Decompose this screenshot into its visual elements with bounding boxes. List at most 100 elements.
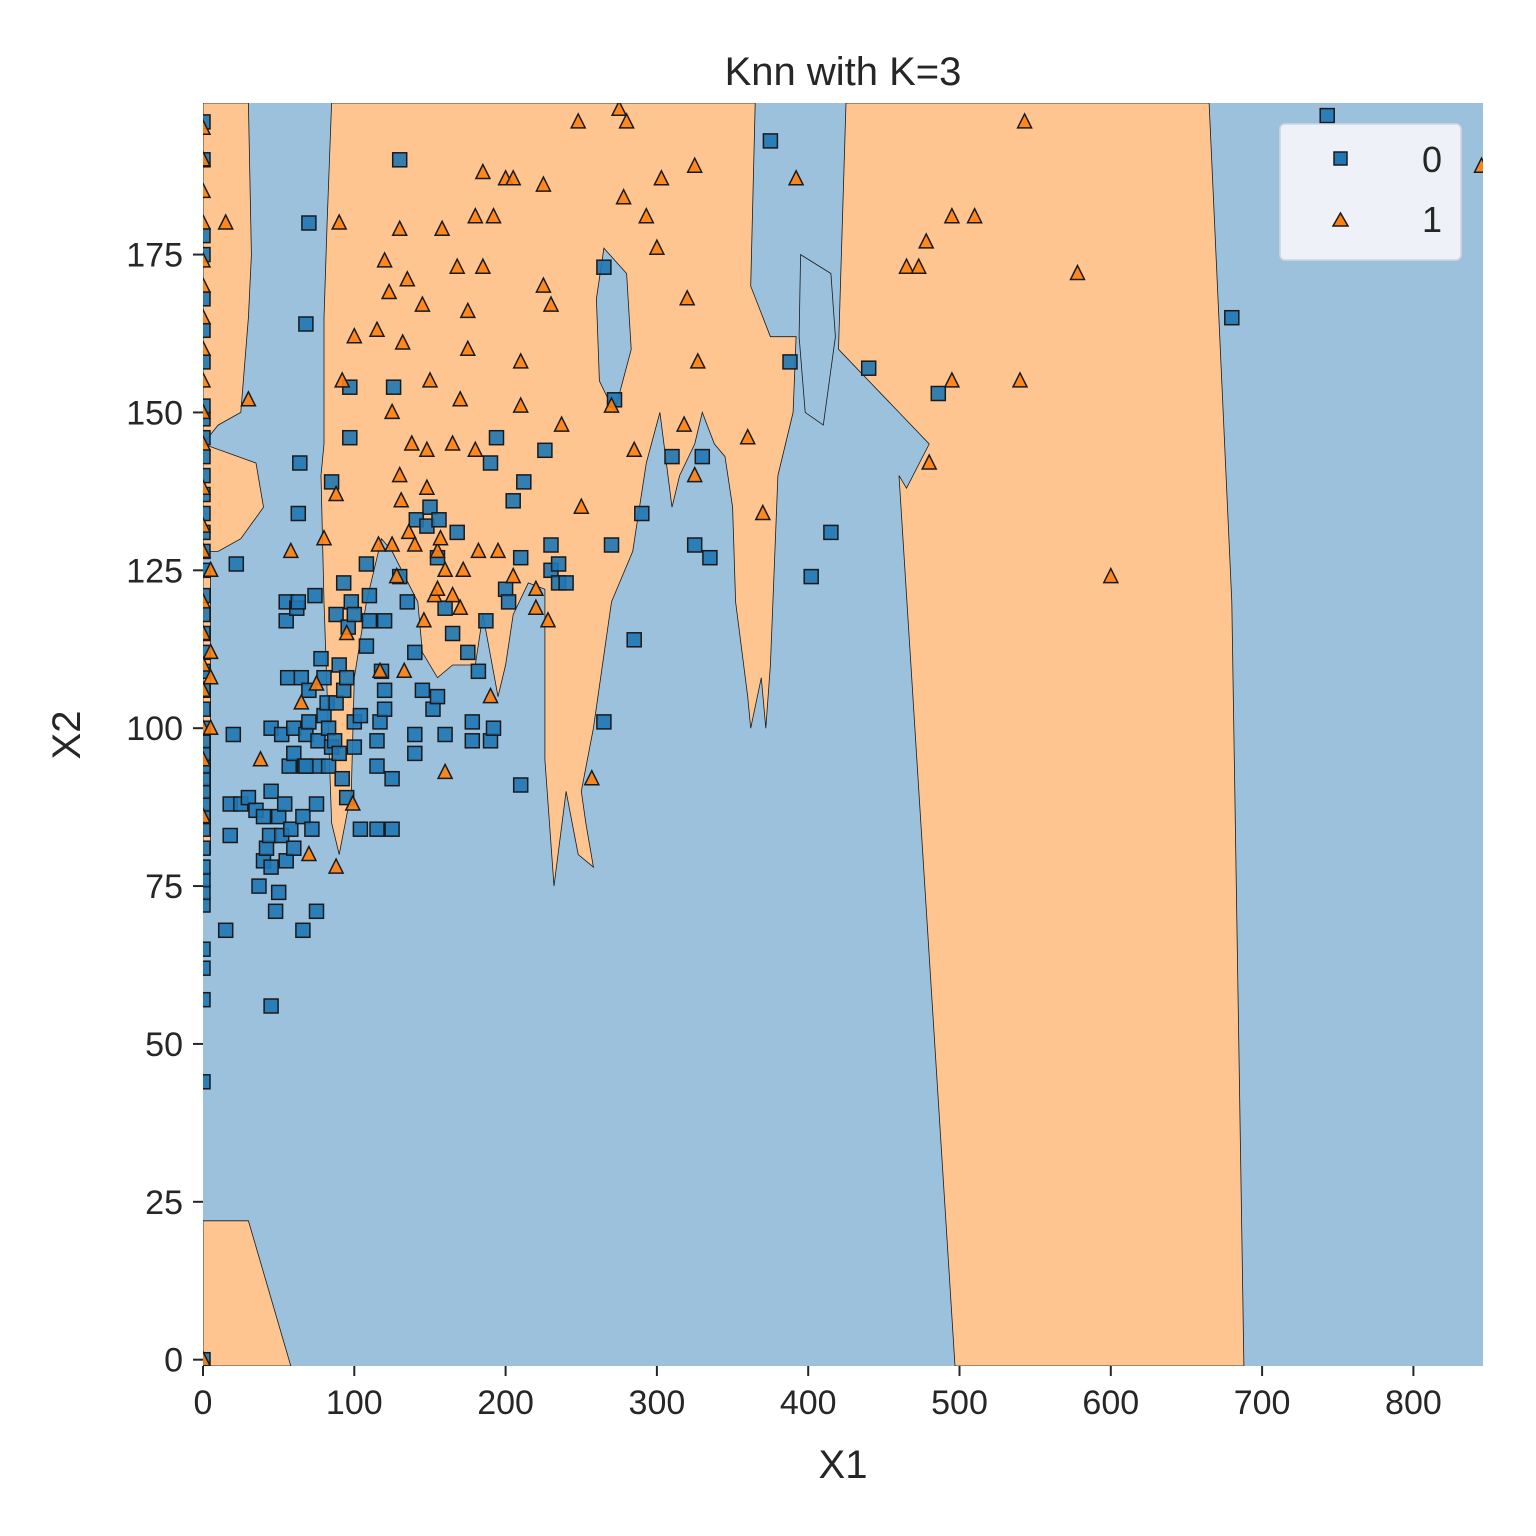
point-class-0-5 (203, 897, 211, 913)
point-class-1-32 (308, 674, 325, 691)
point-class-1-35 (327, 484, 345, 502)
point-class-1-120 (920, 453, 938, 470)
point-class-0-66 (278, 613, 294, 629)
point-class-1-70 (444, 434, 461, 451)
point-class-1-127 (1102, 566, 1120, 584)
point-class-0-181 (694, 448, 711, 465)
point-class-1-104 (618, 112, 635, 129)
point-class-1-50 (391, 465, 408, 483)
x-tick-label-500: 500 (931, 1384, 988, 1422)
point-class-1-22 (203, 560, 219, 578)
point-class-1-53 (395, 661, 413, 679)
point-class-0-37 (203, 322, 211, 339)
point-class-0-68 (279, 669, 296, 686)
point-class-0-187 (860, 360, 877, 376)
point-class-1-38 (338, 623, 355, 641)
point-class-0-180 (686, 537, 703, 553)
point-class-1-10 (203, 478, 212, 495)
point-class-1-117 (898, 257, 915, 274)
point-class-0-87 (307, 587, 323, 604)
point-class-0-154 (464, 714, 481, 730)
point-class-1-11 (203, 434, 212, 451)
x-tick-label-300: 300 (629, 1384, 686, 1422)
point-class-0-36 (203, 354, 211, 370)
point-class-1-82 (474, 257, 492, 274)
point-class-0-9 (203, 840, 211, 856)
point-class-0-35 (203, 398, 211, 414)
point-class-0-7 (203, 871, 211, 888)
point-class-1-106 (638, 207, 655, 224)
point-class-0-119 (358, 638, 375, 654)
point-class-0-170 (550, 556, 567, 572)
point-class-0-172 (558, 575, 574, 591)
point-class-1-8 (203, 541, 212, 559)
point-class-0-151 (449, 524, 465, 541)
decision-region-class-1-1 (838, 103, 1245, 1366)
point-class-1-97 (553, 415, 570, 432)
point-class-1-0 (203, 1350, 211, 1366)
point-class-0-64 (276, 796, 293, 812)
point-class-1-61 (418, 440, 436, 458)
point-class-1-52 (394, 333, 411, 350)
x-tick-label-600: 600 (1082, 1384, 1139, 1422)
point-class-0-126 (372, 714, 388, 730)
x-tick-label-800: 800 (1385, 1384, 1442, 1422)
point-class-0-179 (664, 448, 680, 465)
point-class-1-13 (203, 371, 212, 388)
point-class-1-36 (330, 213, 348, 230)
y-tick-label-150: 150 (126, 394, 183, 432)
x-axis: 0 100 200 300 400 500 600 700 800 (194, 1366, 1442, 1422)
point-class-0-51 (251, 878, 267, 894)
point-class-0-19 (203, 701, 211, 717)
point-class-0-143 (422, 499, 438, 515)
point-class-1-59 (415, 611, 433, 628)
point-class-1-83 (482, 686, 499, 704)
point-class-1-44 (376, 251, 393, 268)
point-class-0-123 (369, 821, 385, 837)
point-class-0-185 (803, 568, 819, 585)
point-class-1-55 (400, 522, 418, 540)
point-class-0-111 (342, 429, 358, 446)
point-class-1-28 (252, 750, 269, 767)
point-class-1-75 (454, 560, 472, 578)
point-class-1-118 (910, 257, 927, 274)
point-class-1-90 (512, 396, 529, 413)
point-class-0-33 (203, 429, 211, 446)
point-class-1-33 (315, 529, 333, 546)
point-class-0-60 (270, 884, 287, 901)
point-class-0-38 (203, 291, 211, 307)
decision-regions (203, 103, 1245, 1366)
point-class-0-39 (203, 246, 211, 263)
point-class-1-66 (432, 529, 449, 546)
point-class-0-158 (482, 455, 499, 471)
point-class-0-12 (203, 796, 211, 812)
point-class-0-122 (361, 587, 378, 604)
point-class-0-118 (352, 821, 369, 837)
point-class-1-67 (433, 219, 451, 237)
point-class-0-147 (431, 512, 447, 528)
decision-region-class-1-0 (203, 1220, 292, 1366)
point-class-0-173 (596, 259, 612, 275)
point-class-0-136 (399, 594, 416, 610)
point-class-0-159 (485, 720, 502, 736)
point-class-1-47 (383, 535, 401, 552)
point-class-1-1 (203, 806, 212, 824)
point-class-0-105 (334, 770, 350, 787)
point-class-0-2 (203, 991, 211, 1008)
point-class-1-76 (459, 301, 477, 319)
point-class-0-149 (437, 600, 453, 616)
x-axis-label: X1 (819, 1443, 868, 1487)
point-class-0-46 (225, 726, 242, 743)
point-class-1-115 (754, 503, 772, 521)
point-class-1-12 (203, 402, 212, 420)
point-class-0-155 (470, 663, 487, 680)
point-class-0-17 (203, 733, 211, 749)
point-class-0-153 (464, 733, 481, 749)
y-tick-label-100: 100 (126, 710, 183, 748)
point-class-0-54 (258, 840, 275, 856)
point-class-0-57 (263, 783, 279, 800)
point-class-0-121 (361, 613, 378, 629)
point-class-0-83 (298, 316, 314, 332)
point-class-1-23 (203, 642, 219, 660)
decision-region-class-1-2 (320, 103, 797, 887)
